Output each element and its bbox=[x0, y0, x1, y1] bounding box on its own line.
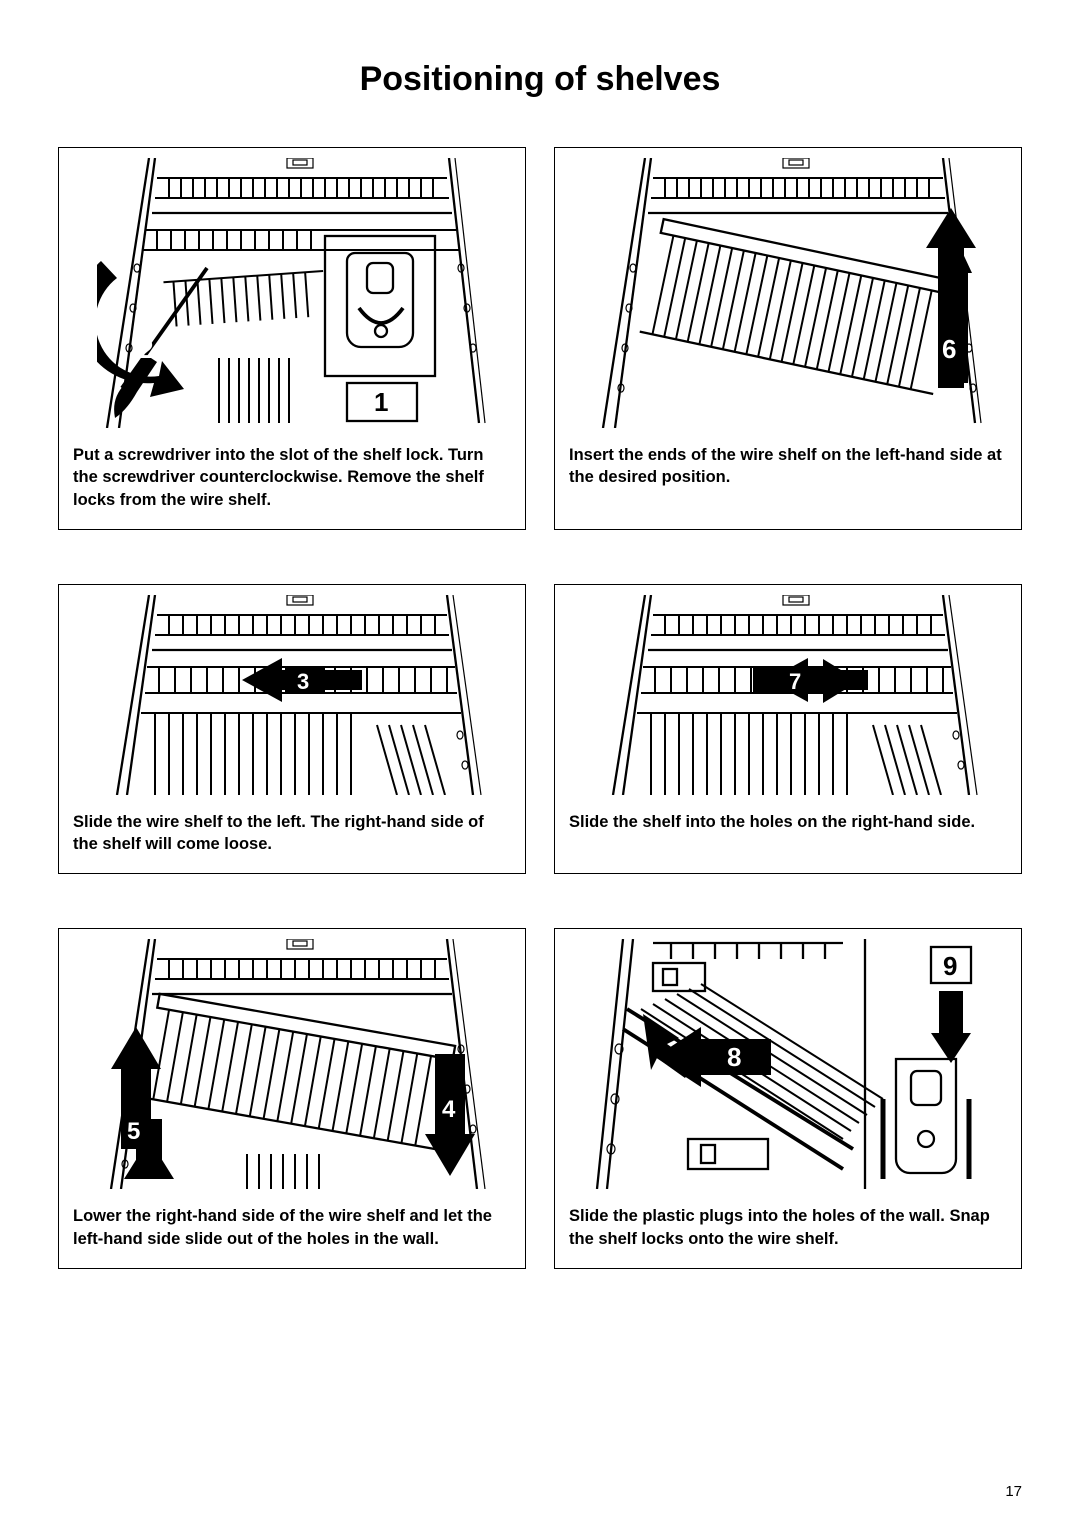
page-title: Positioning of shelves bbox=[58, 60, 1022, 99]
svg-text:2: 2 bbox=[139, 334, 153, 364]
illustration-step-3: 3 bbox=[73, 595, 511, 795]
panel-grid: 2 1 Put a screwdriver into the slot of t… bbox=[58, 147, 1022, 1269]
caption-step-7: Slide the shelf into the holes on the ri… bbox=[569, 811, 1007, 833]
caption-step-6: Insert the ends of the wire shelf on the… bbox=[569, 444, 1007, 489]
step-number-8: 8 bbox=[727, 1042, 741, 1072]
step-number-3: 3 bbox=[297, 669, 309, 694]
illustration-step-4-5: 5 4 bbox=[73, 939, 511, 1189]
illustration-step-8-9: 8 9 bbox=[569, 939, 1007, 1189]
illustration-step-1-2: 2 1 bbox=[73, 158, 511, 428]
panel-step-6: 6 Insert the ends of the wire shelf on t… bbox=[554, 147, 1022, 530]
step-number-7: 7 bbox=[789, 669, 801, 694]
step-number-9: 9 bbox=[943, 951, 957, 981]
caption-step-1-2: Put a screwdriver into the slot of the s… bbox=[73, 444, 511, 511]
illustration-step-6: 6 bbox=[569, 158, 1007, 428]
step-number-5: 5 bbox=[127, 1118, 140, 1145]
page-number: 17 bbox=[1005, 1483, 1022, 1500]
panel-step-3: 3 Slide the wire shelf to the left. The … bbox=[58, 584, 526, 875]
caption-step-4-5: Lower the right-hand side of the wire sh… bbox=[73, 1205, 511, 1250]
step-number-6: 6 bbox=[942, 334, 956, 364]
illustration-step-7: 7 bbox=[569, 595, 1007, 795]
panel-step-1-2: 2 1 Put a screwdriver into the slot of t… bbox=[58, 147, 526, 530]
panel-step-4-5: 5 4 Lower the right-hand side of the wir… bbox=[58, 928, 526, 1269]
step-number-4: 4 bbox=[442, 1096, 456, 1123]
caption-step-8-9: Slide the plastic plugs into the holes o… bbox=[569, 1205, 1007, 1250]
step-number-1: 1 bbox=[374, 387, 388, 417]
panel-step-8-9: 8 9 bbox=[554, 928, 1022, 1269]
panel-step-7: 7 Slide the shelf into the holes on the … bbox=[554, 584, 1022, 875]
caption-step-3: Slide the wire shelf to the left. The ri… bbox=[73, 811, 511, 856]
